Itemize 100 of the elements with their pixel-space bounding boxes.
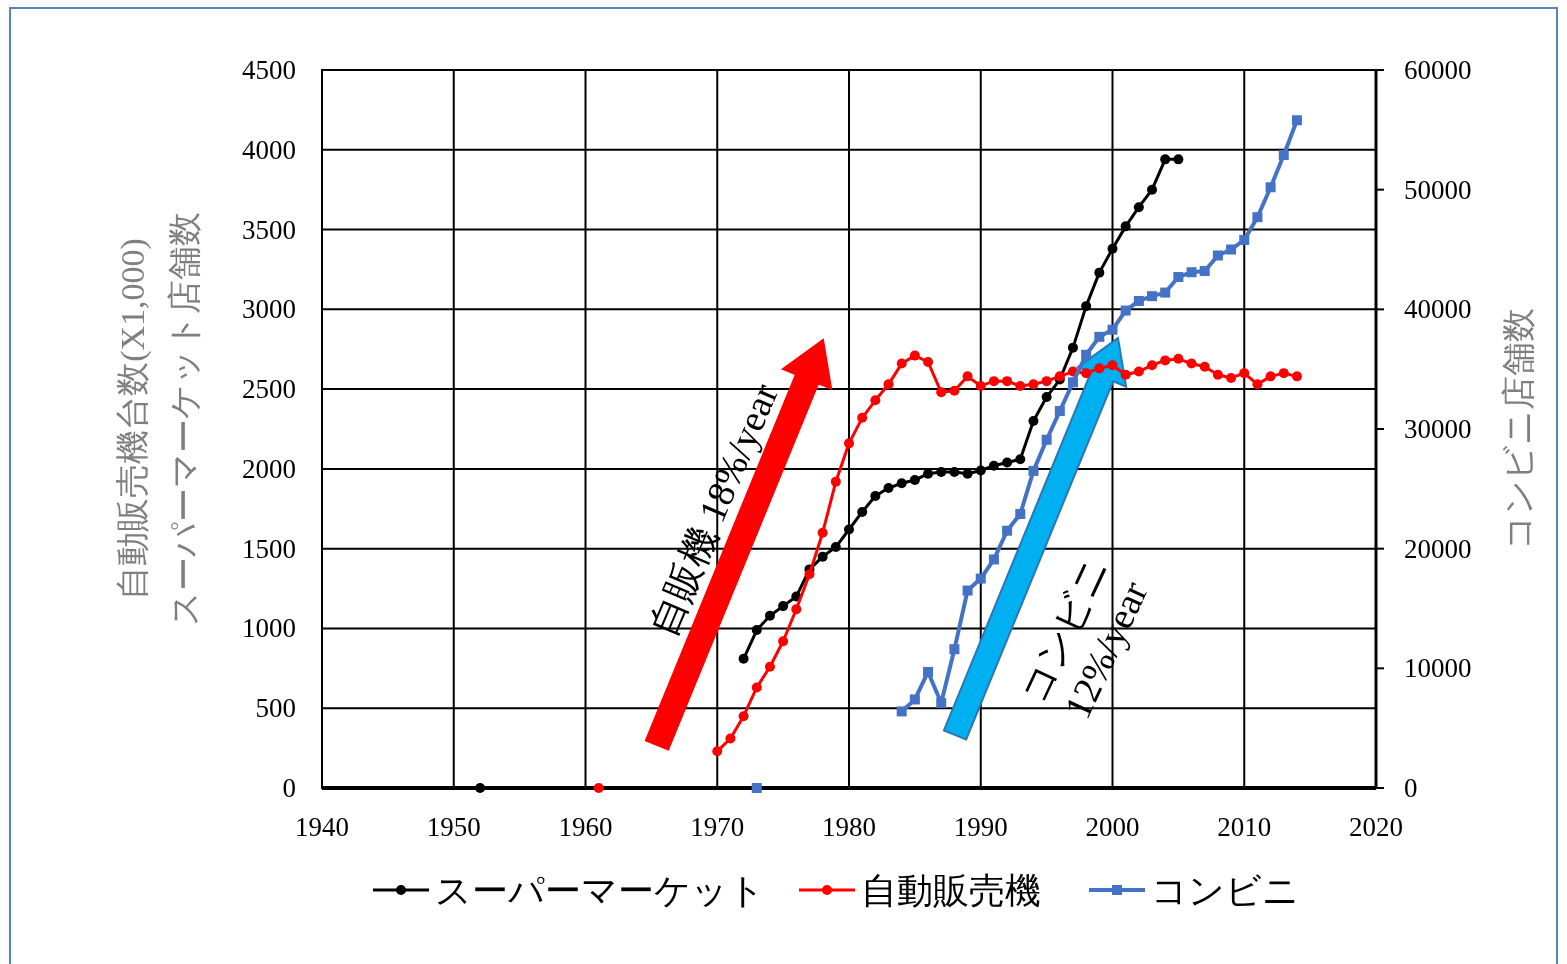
- point: [817, 551, 828, 562]
- point: [1160, 287, 1171, 298]
- point: [751, 682, 762, 693]
- point: [764, 661, 775, 672]
- point: [923, 666, 934, 677]
- point: [883, 379, 894, 390]
- point: [804, 569, 815, 580]
- x-tick-label: 1960: [558, 812, 613, 842]
- y2-tick-label: 40000: [1404, 294, 1472, 325]
- point: [936, 467, 947, 478]
- point: [909, 350, 920, 361]
- point: [988, 460, 999, 471]
- y2-tick-label: 30000: [1404, 414, 1472, 444]
- point: [738, 653, 749, 664]
- point: [949, 385, 960, 396]
- point: [1028, 465, 1039, 476]
- point: [975, 573, 986, 584]
- point: [1147, 291, 1158, 302]
- point: [1081, 301, 1092, 312]
- point: [949, 467, 960, 478]
- point: [593, 783, 604, 793]
- point: [896, 358, 907, 369]
- point: [844, 438, 854, 449]
- point: [1186, 358, 1197, 369]
- point: [830, 476, 841, 487]
- point: [778, 636, 789, 647]
- point: [1067, 377, 1078, 388]
- point: [1147, 360, 1158, 371]
- point: [1212, 250, 1223, 261]
- point: [1094, 331, 1105, 342]
- point: [1028, 379, 1039, 390]
- y-tick-label: 4000: [242, 134, 296, 165]
- point: [830, 542, 841, 553]
- point: [738, 711, 749, 722]
- point: [1226, 244, 1237, 255]
- x-tick-label: 1990: [953, 812, 1008, 842]
- point: [1278, 368, 1289, 379]
- point: [1094, 267, 1105, 278]
- point: [1120, 305, 1131, 316]
- point: [1054, 406, 1065, 417]
- point: [475, 783, 486, 793]
- point: [1002, 457, 1013, 468]
- point: [1265, 182, 1276, 193]
- point: [949, 644, 960, 655]
- point: [975, 380, 986, 391]
- point: [1278, 149, 1289, 160]
- point: [975, 465, 986, 476]
- point: [1120, 221, 1131, 232]
- point: [936, 698, 947, 709]
- point: [778, 601, 789, 612]
- point: [751, 783, 762, 793]
- point: [1120, 369, 1131, 380]
- x-tick-label: 1940: [295, 812, 349, 842]
- point: [896, 706, 907, 717]
- legend-label: コンビニ: [1151, 871, 1299, 911]
- point: [962, 585, 973, 596]
- point: [1002, 376, 1013, 387]
- point: [1107, 324, 1118, 335]
- point: [1239, 234, 1250, 245]
- point: [712, 746, 723, 757]
- point: [909, 475, 920, 486]
- y2-axis-title: コンビニ店舗数: [1500, 308, 1537, 550]
- x-tick-label: 2010: [1217, 812, 1272, 842]
- y2-tick-label: 60000: [1404, 55, 1472, 85]
- point: [883, 483, 894, 494]
- point: [1041, 392, 1052, 403]
- x-tick-label: 1970: [690, 812, 745, 842]
- y-tick-label: 0: [282, 773, 296, 803]
- point: [1226, 372, 1237, 383]
- point: [962, 371, 973, 382]
- point: [1015, 380, 1026, 391]
- point: [1252, 212, 1263, 223]
- point: [751, 625, 762, 636]
- point: [1015, 508, 1026, 519]
- point: [1081, 368, 1092, 379]
- point: [1041, 434, 1052, 445]
- point: [1186, 267, 1197, 278]
- y-tick-label: 4500: [242, 55, 296, 85]
- point: [1002, 525, 1013, 536]
- point: [1028, 416, 1039, 427]
- point: [1160, 154, 1171, 165]
- x-tick-label: 1950: [426, 812, 481, 842]
- point: [857, 412, 868, 423]
- point: [1041, 376, 1052, 387]
- point: [909, 694, 920, 705]
- point: [725, 733, 736, 744]
- point: [1199, 361, 1210, 372]
- point: [1147, 184, 1158, 195]
- x-tick-label: 2000: [1085, 812, 1140, 842]
- point: [1212, 369, 1223, 380]
- point: [764, 610, 775, 621]
- y-axis-title: 自動販売機台数(X1,000) スーパーマーケット店舗数: [114, 212, 203, 626]
- y2-tick-label: 0: [1404, 773, 1418, 803]
- y-tick-label: 2500: [242, 374, 296, 405]
- legend-label: スーパーマーケット: [435, 871, 765, 911]
- x-tick-label: 2020: [1349, 812, 1403, 842]
- point: [1094, 363, 1105, 374]
- y-tick-label: 2000: [242, 453, 296, 484]
- point: [1239, 368, 1250, 379]
- y-tick-label: 1000: [242, 613, 296, 644]
